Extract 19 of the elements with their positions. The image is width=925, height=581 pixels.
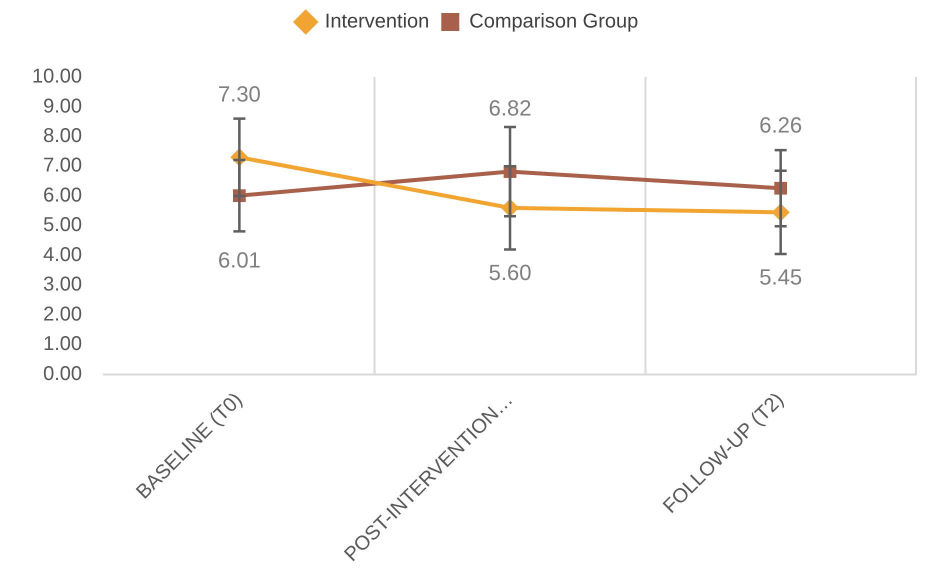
- y-tick-label: 6.00: [43, 184, 82, 206]
- data-label: 5.60: [488, 260, 532, 285]
- data-label: 6.26: [759, 112, 802, 138]
- data-label: 6.01: [218, 248, 261, 273]
- y-tick-label: 10.00: [32, 66, 82, 88]
- y-tick-label: 4.00: [43, 244, 82, 266]
- data-label: 5.45: [759, 264, 802, 290]
- y-tick-label: 8.00: [43, 125, 82, 147]
- y-tick-label: 5.00: [43, 214, 82, 236]
- legend-label: Intervention: [324, 10, 430, 33]
- y-tick-label: 3.00: [43, 274, 82, 296]
- legend-label: Comparison Group: [469, 10, 638, 33]
- y-tick-label: 7.00: [43, 154, 82, 177]
- y-tick-label: 0.00: [43, 362, 82, 385]
- y-tick-label: 1.00: [43, 333, 82, 356]
- y-tick-label: 2.00: [43, 303, 82, 326]
- y-tick-label: 9.00: [43, 95, 82, 118]
- data-label: 7.30: [218, 81, 261, 106]
- data-label: 6.82: [488, 96, 532, 121]
